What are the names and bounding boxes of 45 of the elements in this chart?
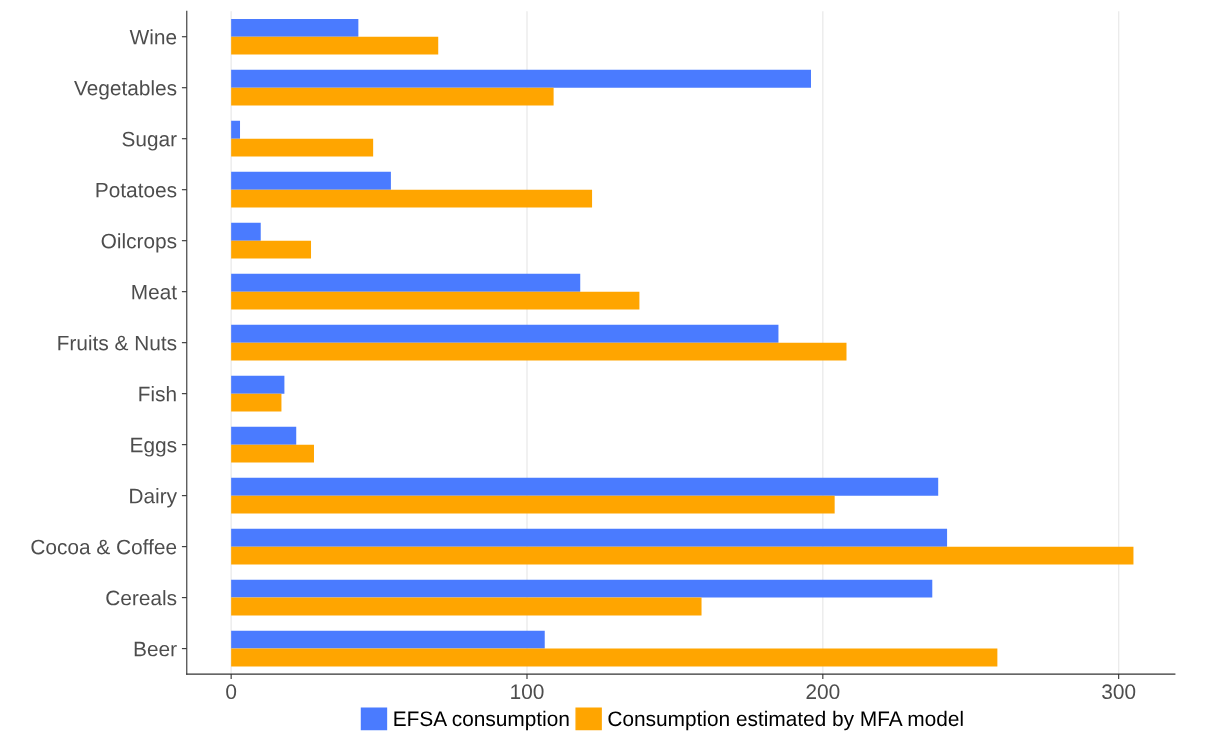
bar [231,18,359,37]
bar [231,546,1134,565]
legend-label: Consumption estimated by MFA model [608,710,963,731]
y-tick-label: Oilcrops [101,233,177,253]
x-tick-label: 100 [511,684,544,700]
y-tick-label: Meat [132,284,177,300]
bar [231,375,285,394]
bar [231,189,593,208]
bar [231,495,835,514]
y-tick-label: Wine [129,29,177,45]
legend-label: EFSA consumption [394,710,569,731]
bar [231,444,314,463]
y-tick-label: Sugar [122,131,177,151]
x-tick-label: 300 [1102,684,1136,700]
bar [231,36,439,55]
y-tick-label: Potatoes [96,182,177,198]
y-tick-label: Dairy [130,488,178,508]
y-tick-label: Fruits & Nuts [58,335,177,351]
bar [231,171,391,190]
bar [231,393,282,412]
y-tick-label: Cocoa & Coffee [31,539,177,555]
bar [231,324,779,343]
bar [231,291,640,310]
bar [231,477,939,496]
y-tick-label: Eggs [131,437,177,457]
bar [231,426,297,445]
bar [231,597,702,616]
bar [231,528,948,547]
x-tick-label: 0 [226,684,237,700]
bar [231,87,554,106]
bar [231,138,374,157]
bar [231,222,261,241]
y-tick-label: Beer [134,641,177,657]
bar [231,579,933,598]
y-tick-label: Cereals [106,590,177,606]
y-tick-label: Fish [139,386,176,402]
bar [231,120,241,139]
bar [231,69,811,88]
bar [231,648,998,667]
bar [231,273,581,292]
bar [231,240,312,259]
x-tick-label: 200 [806,684,840,700]
y-tick-label: Vegetables [74,80,177,100]
bar [231,630,545,649]
bar [231,342,847,361]
